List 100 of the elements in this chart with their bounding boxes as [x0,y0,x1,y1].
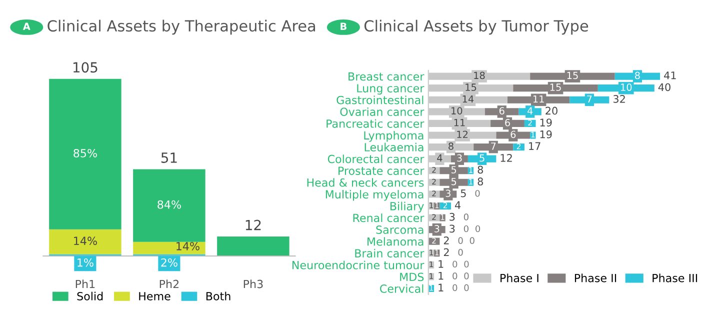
y-tick-label: Prostate cancer [338,166,424,175]
data-label: 14 [462,95,474,103]
y-tick-label: Lymphoma [364,131,424,142]
x-tick-label: Ph2 [160,280,178,288]
data-label: 3 [457,154,462,162]
total-label: 3 [434,225,440,232]
total-label: 12 [500,154,512,162]
data-label: 3 [450,212,455,221]
total-label: 2 [444,236,449,244]
data-label: 5 [451,166,456,174]
annotation: 51 [161,152,177,163]
y-tick-label: Gastrointestinal [336,96,424,104]
annotation: 0 [452,260,458,268]
bar [133,169,206,242]
total-label: 2 [444,248,449,256]
bar [133,242,206,254]
annotation: 0 [458,248,463,256]
annotation: 0 [476,225,480,232]
data-label: 5 [480,154,484,162]
total-label: 3 [450,224,455,233]
data-label: 6 [510,130,516,138]
data-label: 15 [466,84,476,91]
legend-label: Phase III [652,274,698,282]
annotation: 0 [464,214,468,220]
data-label: 12 [457,130,468,138]
y-tick-label: Colorectal cancer [328,154,424,164]
total-label: 19 [540,130,552,138]
annotation: 0 [464,225,468,232]
total-label: 40 [658,83,670,92]
annotation: 0 [452,272,458,280]
text: 105 [73,62,98,73]
total-label: 5 [460,189,466,198]
total-label: 8 [478,178,483,186]
total-label: 4 [454,201,461,209]
y-tick-label: Sarcoma [376,226,424,234]
annotation: 0 [464,260,469,268]
data-label: 7 [491,142,496,150]
y-tick-label: Melanoma [368,237,424,246]
y-tick-label: Breast cancer [348,72,424,81]
total-label: 17 [529,142,540,150]
bar [440,202,451,210]
y-tick-label: Neuroendocrine tumour [292,260,424,270]
y-tick-label: Renal cancer [353,214,424,222]
legend-label: Phase II [574,274,616,282]
legend-label: Heme [139,292,170,300]
y-tick-label: Lung cancer [357,84,424,95]
annotation: 12 [246,220,261,230]
data-label: 5 [451,178,456,186]
total-label: 32 [613,95,625,103]
annotation: 0 [452,284,458,292]
annotation: 14% [74,236,97,246]
legend-label: Solid [77,292,103,300]
y-tick-label: Ovarian cancer [340,107,424,116]
y-tick-label: Pancreatic cancer [326,119,424,128]
data-label: 10 [452,107,462,114]
annotation: 0 [464,284,469,292]
data-label: 10 [621,84,632,91]
annotation: 0 [475,190,480,197]
annotation: 14% [176,242,200,250]
chart-title: Clinical Assets by Tumor Type [364,20,588,35]
x-tick-label: Ph3 [244,280,263,288]
data-label: 6 [505,118,510,126]
y-tick-label: Head & neck cancers [307,178,424,187]
annotation: 0 [464,272,469,280]
data-label: 11 [454,119,465,126]
data-label: 4 [527,107,533,114]
data-label: 4 [437,154,442,162]
text: 1% [78,258,94,267]
total-label: 41 [664,72,676,80]
text: B [340,22,346,30]
chart-title: Clinical Assets by Therapeutic Area [48,20,316,35]
total-label: 1 [438,260,444,268]
total-label: 8 [478,166,483,174]
annotation: 0 [470,237,474,244]
y-tick-label: Biliary [390,202,424,213]
data-label: 6 [499,107,504,114]
data-label: 8 [635,72,640,80]
data-label: 7 [587,95,592,103]
bar [513,143,524,151]
bar [49,229,122,254]
bar [217,236,290,256]
annotation: 0 [458,237,463,244]
legend-label: Both [206,292,230,300]
text: A [22,22,30,30]
bar [524,120,536,127]
total-label: 1 [438,284,444,292]
y-tick-label: Brain cancer [355,248,424,258]
text: 2% [161,258,178,267]
total-label: 19 [540,118,552,126]
y-tick-label: MDS [400,272,424,282]
bar [49,78,122,230]
y-tick-label: Cervical [380,284,424,293]
total-label: 20 [546,106,558,115]
data-label: 3 [446,190,450,198]
data-label: 15 [550,84,561,91]
y-tick-label: Multiple myeloma [326,190,424,201]
total-label: 1 [438,272,444,280]
annotation: 85% [74,148,97,158]
annotation: 84% [158,200,181,209]
data-label: 18 [474,72,485,80]
